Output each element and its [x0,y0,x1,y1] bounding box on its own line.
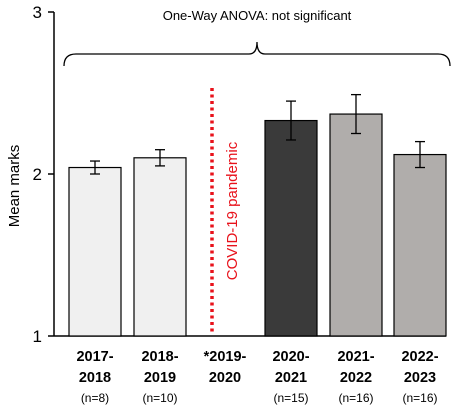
bar [329,113,383,337]
x-tick-label: 2017- [76,349,113,365]
error-bars [90,93,425,175]
category-labels: 2017- 2018 (n=8) 2018- 2019 (n=10) *2019- 2020 2… [76,349,438,405]
x-tick-label: 2018- [141,349,178,365]
x-tick-label: 2022 [340,370,372,386]
bars [68,113,447,337]
bar [393,153,447,337]
x-tick-label: 2019 [144,370,176,386]
annotations: One-Way ANOVA: not significant COVID-19 p… [63,8,451,334]
sample-size-label: (n=15) [273,391,308,405]
sample-size-label: (n=10) [142,391,177,405]
x-tick-label: 2021- [337,349,374,365]
anova-brace [63,41,451,67]
x-tick-label: 2020- [272,349,309,365]
y-tick-label: 1 [33,327,42,346]
anova-annotation: One-Way ANOVA: not significant [163,8,352,23]
bar [68,166,122,337]
bar [133,157,187,337]
y-tick-label: 2 [33,165,42,184]
x-tick-label: 2021 [275,370,307,386]
sample-size-label: (n=16) [338,391,373,405]
x-tick-label: 2018 [79,370,111,386]
covid-annotation: COVID-19 pandemic [224,141,241,280]
sample-size-label: (n=16) [402,391,437,405]
x-tick-label: 2023 [404,370,436,386]
y-tick-label: 3 [33,3,42,22]
bar [264,119,318,337]
x-tick-label: *2019- [204,349,247,365]
x-tick-label: 2020 [209,370,241,386]
y-axis-label: Mean marks [6,145,23,228]
sample-size-label: (n=8) [81,391,109,405]
x-tick-label: 2022- [401,349,438,365]
